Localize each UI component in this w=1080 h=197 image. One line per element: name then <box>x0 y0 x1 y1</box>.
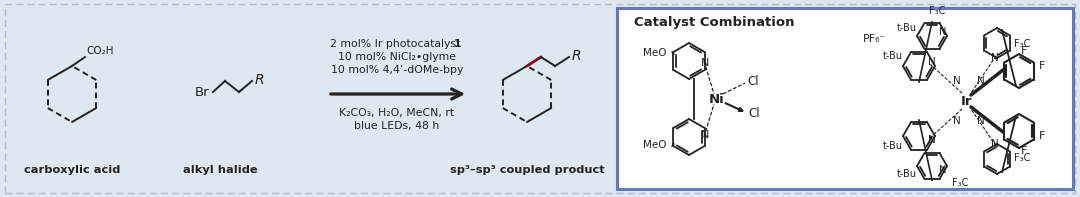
Text: F: F <box>1039 61 1045 71</box>
Text: N: N <box>977 76 985 86</box>
Text: alkyl halide: alkyl halide <box>183 165 257 175</box>
Text: N: N <box>940 27 947 37</box>
Text: t-Bu: t-Bu <box>897 23 917 33</box>
Text: F₃C: F₃C <box>1014 153 1030 163</box>
Text: N: N <box>954 116 961 126</box>
Text: Ir: Ir <box>961 95 973 108</box>
Text: 2 mol% Ir photocatalyst: 2 mol% Ir photocatalyst <box>330 39 464 49</box>
Text: t-Bu: t-Bu <box>897 169 917 179</box>
Text: PF₆⁻: PF₆⁻ <box>863 34 887 44</box>
Text: CO₂H: CO₂H <box>86 46 113 56</box>
Text: 1: 1 <box>454 39 461 49</box>
Text: MeO: MeO <box>644 140 667 150</box>
Text: Catalyst Combination: Catalyst Combination <box>634 16 794 29</box>
Text: F: F <box>1039 131 1045 141</box>
Text: F: F <box>1021 146 1027 156</box>
Text: N: N <box>991 53 999 63</box>
Text: carboxylic acid: carboxylic acid <box>24 165 120 175</box>
Text: N: N <box>701 58 710 68</box>
Text: Cl: Cl <box>748 107 759 120</box>
Text: MeO: MeO <box>644 48 667 58</box>
Text: N: N <box>991 139 999 149</box>
Text: blue LEDs, 48 h: blue LEDs, 48 h <box>354 121 440 131</box>
FancyBboxPatch shape <box>617 8 1074 189</box>
Text: N: N <box>928 135 936 145</box>
Text: N: N <box>701 130 710 140</box>
FancyBboxPatch shape <box>5 4 1075 193</box>
Text: Cl: Cl <box>747 74 758 87</box>
Text: 10 mol% NiCl₂•glyme: 10 mol% NiCl₂•glyme <box>338 52 456 62</box>
Text: t-Bu: t-Bu <box>883 141 903 151</box>
Text: N: N <box>954 76 961 86</box>
Text: N: N <box>977 116 985 126</box>
Text: N: N <box>928 57 936 67</box>
Text: R: R <box>255 73 265 87</box>
Text: F₃C: F₃C <box>951 178 968 188</box>
Text: Ni: Ni <box>710 93 725 106</box>
Text: t-Bu: t-Bu <box>883 51 903 61</box>
Text: K₂CO₃, H₂O, MeCN, rt: K₂CO₃, H₂O, MeCN, rt <box>339 108 455 118</box>
Text: N: N <box>940 165 947 175</box>
Text: R: R <box>572 49 582 63</box>
Text: sp³–sp³ coupled product: sp³–sp³ coupled product <box>449 165 605 175</box>
Text: F₃C: F₃C <box>1014 39 1030 49</box>
Text: F₃C: F₃C <box>929 6 945 16</box>
Text: F: F <box>1021 46 1027 56</box>
Text: 10 mol% 4,4’-dOMe-bpy: 10 mol% 4,4’-dOMe-bpy <box>330 65 463 75</box>
Text: Br: Br <box>195 85 210 98</box>
